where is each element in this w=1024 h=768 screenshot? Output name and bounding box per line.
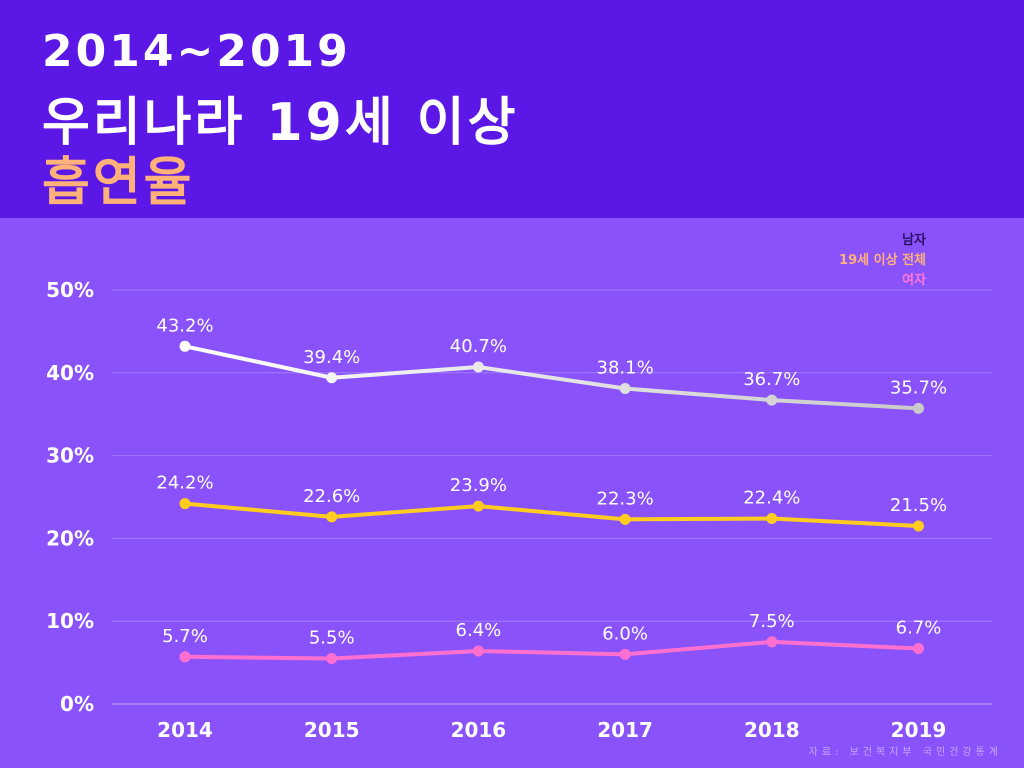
- data-label: 38.1%: [597, 358, 654, 379]
- data-point: [179, 498, 191, 510]
- x-tick-label: 2018: [744, 718, 800, 742]
- x-tick-label: 2017: [597, 718, 653, 742]
- data-point: [766, 636, 778, 648]
- x-tick-label: 2019: [891, 718, 947, 742]
- data-label: 5.5%: [309, 627, 355, 648]
- data-point: [766, 394, 778, 406]
- legend-entry-male: 남자: [902, 233, 926, 248]
- data-point: [913, 643, 924, 655]
- data-point: [179, 651, 191, 663]
- data-label: 39.4%: [303, 347, 360, 368]
- data-label: 23.9%: [450, 475, 507, 496]
- data-label: 24.2%: [156, 473, 213, 494]
- data-point: [472, 645, 484, 657]
- series-lines: 43.2% 39.4% 40.7% 38.1% 36.7% 35.7% 24.2% 22.6%…: [156, 315, 947, 664]
- data-label: 6.0%: [602, 623, 648, 644]
- x-tick-label: 2016: [451, 718, 507, 742]
- data-point: [326, 652, 338, 664]
- data-label: 6.4%: [456, 620, 502, 641]
- y-tick-label: 50%: [46, 278, 94, 302]
- x-tick-label: 2015: [304, 718, 360, 742]
- y-tick-label: 0%: [60, 692, 94, 716]
- source-note: 자료: 보건복지부 국민건강통계: [808, 747, 1002, 758]
- data-point: [326, 511, 338, 523]
- y-tick-label: 20%: [46, 526, 94, 550]
- data-label: 22.6%: [303, 486, 360, 507]
- y-tick-label: 40%: [46, 361, 94, 385]
- data-label: 7.5%: [749, 611, 795, 632]
- data-label: 43.2%: [156, 315, 213, 336]
- data-point: [619, 383, 631, 395]
- header-banner: 2014~2019 우리나라 19세 이상 흡연율: [0, 0, 1024, 218]
- data-label: 22.4%: [743, 488, 800, 509]
- data-point: [472, 361, 484, 373]
- data-point: [619, 648, 631, 660]
- line-chart: 0%10%20%30%40%50% 2014 2015 2016 2017 2018 20…: [46, 278, 992, 742]
- data-point: [766, 513, 778, 525]
- data-label: 5.7%: [162, 626, 208, 647]
- series-line: [183, 639, 921, 661]
- data-label: 22.3%: [597, 488, 654, 509]
- data-label: 35.7%: [890, 377, 947, 398]
- y-axis-ticks: 0% 10% 20% 30% 40% 50%: [46, 278, 94, 716]
- title-years: 2014~2019: [42, 26, 351, 77]
- y-tick-label: 10%: [46, 609, 94, 633]
- data-label: 6.7%: [896, 618, 942, 639]
- series-line: [183, 501, 921, 528]
- data-label: 21.5%: [890, 495, 947, 516]
- data-label: 40.7%: [450, 336, 507, 357]
- data-point: [913, 520, 924, 532]
- data-point: [179, 340, 191, 352]
- series-line: [183, 344, 921, 411]
- x-tick-label: 2014: [157, 718, 213, 742]
- y-tick-label: 30%: [46, 444, 94, 468]
- title-subject: 우리나라 19세 이상: [42, 93, 519, 153]
- data-label: 36.7%: [743, 369, 800, 390]
- x-axis-ticks: 2014 2015 2016 2017 2018 2019: [157, 718, 946, 742]
- data-point: [326, 372, 338, 384]
- legend-entry-female: 여자: [902, 273, 926, 288]
- data-point: [472, 500, 484, 512]
- title-metric: 흡연율: [42, 153, 195, 213]
- grid-lines: [112, 289, 992, 705]
- data-point: [619, 513, 631, 525]
- legend-entry-total: 19세 이상 전체: [839, 253, 926, 268]
- data-point: [913, 402, 924, 414]
